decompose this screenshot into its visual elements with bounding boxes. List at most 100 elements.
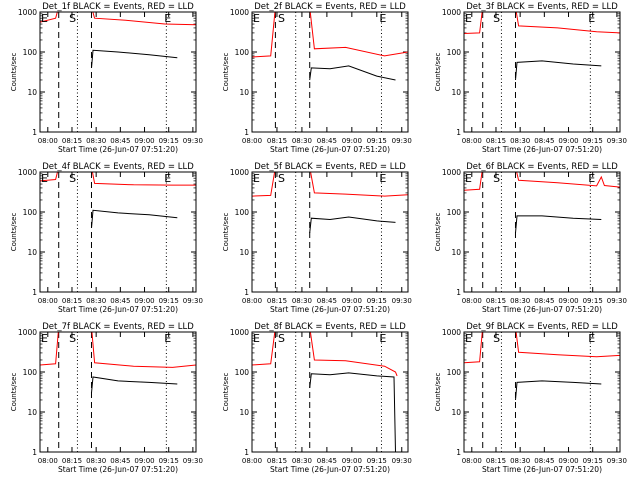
y-tick-label: 10 (27, 88, 37, 97)
plot-frame (251, 171, 409, 293)
x-tick-label: 08:00 (462, 137, 482, 145)
y-axis-label: Counts/sec (434, 53, 442, 92)
x-tick-label: 08:00 (242, 137, 262, 145)
x-tick-label: 08:00 (242, 297, 262, 305)
x-tick-label: 08:30 (86, 297, 106, 305)
x-tick-label: 08:30 (86, 137, 106, 145)
x-axis-label: Start Time (26-Jun-07 07:51:20) (482, 145, 602, 154)
x-tick-label: 08:15 (486, 457, 506, 465)
y-tick-label: 100 (23, 368, 38, 377)
x-tick-label: 09:15 (583, 137, 603, 145)
x-tick-label: 08:00 (38, 297, 58, 305)
marker-label: E (588, 12, 595, 25)
x-axis-label: Start Time (26-Jun-07 07:51:20) (58, 305, 178, 314)
x-tick-label: 09:30 (183, 297, 203, 305)
chart-title: Det_3f BLACK = Events, RED = LLD (466, 2, 618, 12)
x-tick-label: 09:15 (367, 137, 387, 145)
x-tick-label: 08:30 (292, 297, 312, 305)
x-tick-label: 08:15 (486, 137, 506, 145)
y-tick-label: 1000 (230, 168, 249, 177)
plot-frame (39, 331, 197, 453)
x-tick-label: 08:30 (292, 137, 312, 145)
marker-label: E (253, 172, 260, 185)
x-tick-label: 09:15 (583, 297, 603, 305)
y-tick-label: 10 (451, 88, 461, 97)
x-tick-label: 08:00 (462, 457, 482, 465)
x-tick-label: 08:15 (486, 297, 506, 305)
x-tick-label: 08:15 (62, 297, 82, 305)
y-tick-label: 1000 (442, 168, 461, 177)
x-tick-label: 09:30 (607, 297, 627, 305)
chart-panel-2: Det_2f BLACK = Events, RED = LLD 1 10 100 10… (222, 2, 412, 154)
y-tick-label: 10 (239, 408, 249, 417)
y-tick-label: 10 (451, 248, 461, 257)
x-tick-label: 09:00 (134, 137, 154, 145)
x-tick-label: 08:15 (267, 457, 287, 465)
marker-label: E (465, 12, 472, 25)
marker-label: S (493, 332, 500, 345)
y-tick-label: 100 (235, 208, 250, 217)
x-tick-label: 08:15 (267, 297, 287, 305)
x-tick-label: 08:45 (317, 457, 337, 465)
x-axis-label: Start Time (26-Jun-07 07:51:20) (58, 465, 178, 474)
plot-frame (463, 171, 621, 293)
x-tick-label: 09:00 (558, 457, 578, 465)
y-tick-label: 100 (23, 48, 38, 57)
marker-label: E (41, 172, 48, 185)
plot-frame (39, 171, 197, 293)
marker-label: E (379, 172, 386, 185)
series-events-line (91, 49, 178, 68)
x-tick-label: 08:15 (267, 137, 287, 145)
x-tick-label: 08:00 (38, 137, 58, 145)
y-tick-label: 1 (456, 288, 461, 297)
x-tick-label: 09:30 (392, 137, 412, 145)
marker-label: E (588, 332, 595, 345)
x-tick-label: 08:45 (317, 137, 337, 145)
y-axis-label: Counts/sec (222, 213, 230, 252)
y-tick-label: 100 (447, 368, 462, 377)
y-tick-label: 1000 (18, 8, 37, 17)
marker-label: S (493, 12, 500, 25)
x-tick-label: 08:00 (462, 297, 482, 305)
x-tick-label: 09:00 (342, 297, 362, 305)
x-tick-label: 08:30 (510, 137, 530, 145)
y-tick-label: 100 (235, 48, 250, 57)
chart-title: Det_5f BLACK = Events, RED = LLD (254, 162, 406, 172)
chart-panel-6: Det_6f BLACK = Events, RED = LLD 1 10 100 10… (434, 162, 627, 314)
x-tick-label: 09:15 (159, 137, 179, 145)
y-axis-label: Counts/sec (10, 213, 18, 252)
marker-label: E (253, 332, 260, 345)
x-tick-label: 09:00 (342, 137, 362, 145)
y-tick-label: 1 (32, 448, 37, 457)
chart-title: Det_2f BLACK = Events, RED = LLD (254, 2, 406, 12)
y-tick-label: 1 (244, 448, 249, 457)
x-tick-label: 09:15 (367, 457, 387, 465)
x-tick-label: 08:45 (110, 297, 130, 305)
x-tick-label: 09:00 (134, 297, 154, 305)
marker-label: E (41, 332, 48, 345)
y-tick-label: 100 (447, 208, 462, 217)
plot-frame (251, 11, 409, 133)
marker-label: E (588, 172, 595, 185)
x-axis-label: Start Time (26-Jun-07 07:51:20) (482, 305, 602, 314)
series-events-line (515, 215, 602, 233)
y-axis-label: Counts/sec (434, 373, 442, 412)
series-lld-line (40, 12, 196, 26)
y-tick-label: 1 (244, 128, 249, 137)
marker-label: E (164, 12, 171, 25)
x-axis-label: Start Time (26-Jun-07 07:51:20) (270, 465, 390, 474)
x-tick-label: 08:45 (317, 297, 337, 305)
x-tick-label: 08:00 (38, 457, 58, 465)
y-tick-label: 10 (27, 248, 37, 257)
x-tick-label: 09:30 (183, 457, 203, 465)
x-tick-label: 09:30 (392, 297, 412, 305)
marker-label: S (69, 12, 76, 25)
chart-title: Det_4f BLACK = Events, RED = LLD (42, 162, 194, 172)
x-tick-label: 08:15 (62, 137, 82, 145)
x-tick-label: 09:00 (558, 297, 578, 305)
x-tick-label: 08:30 (510, 297, 530, 305)
x-axis-label: Start Time (26-Jun-07 07:51:20) (482, 465, 602, 474)
x-tick-label: 08:45 (534, 297, 554, 305)
series-lld-line (464, 12, 620, 34)
series-lld-line (40, 172, 196, 186)
